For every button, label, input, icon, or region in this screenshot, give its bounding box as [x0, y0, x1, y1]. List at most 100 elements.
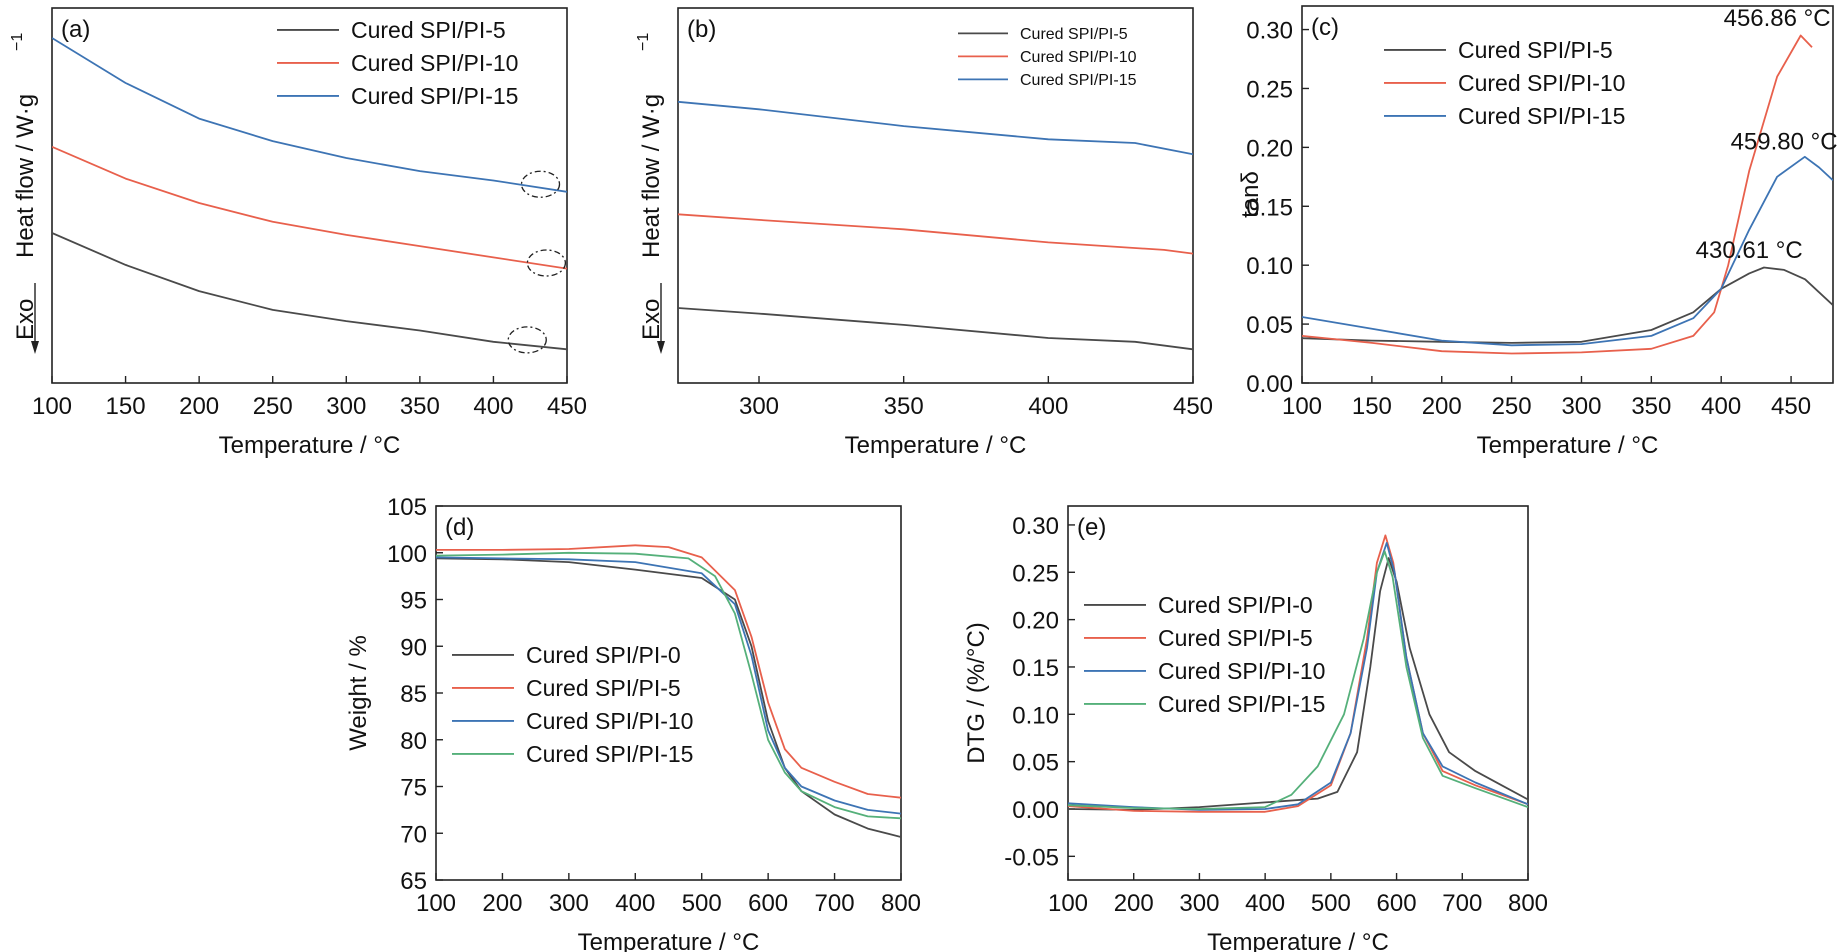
- exo-arrow-head: [657, 341, 665, 354]
- series-line-cured-spi-pi-0: [1068, 557, 1528, 811]
- series-line-cured-spi-pi-5: [1302, 266, 1833, 344]
- x-tick-label: 300: [326, 393, 366, 420]
- x-tick-label: 100: [1048, 890, 1088, 917]
- series-line-cured-spi-pi-5: [52, 232, 567, 351]
- legend-label: Cured SPI/PI-10: [1020, 49, 1137, 66]
- y-axis-label: Heat flow / W·g: [12, 94, 39, 258]
- series-group: [1068, 534, 1528, 813]
- y-tick-label: -0.05: [1004, 844, 1059, 871]
- y-tick-label: 0.20: [1246, 135, 1293, 162]
- series-line-cured-spi-pi-10: [1068, 542, 1528, 811]
- x-tick-label: 400: [1245, 890, 1285, 917]
- x-tick-label: 400: [1701, 393, 1741, 420]
- y-tick-label: 0.00: [1246, 371, 1293, 398]
- legend: Cured SPI/PI-0 Cured SPI/PI-5 Cured SPI/PI…: [452, 642, 693, 767]
- x-tick-label: 400: [615, 890, 655, 917]
- x-axis-label: Temperature / °C: [1477, 432, 1659, 459]
- y-tick-label: 0.05: [1246, 312, 1293, 339]
- x-tick-label: 350: [884, 393, 924, 420]
- series-line-cured-spi-pi-10: [1302, 34, 1813, 355]
- panel-label: (b): [687, 16, 716, 43]
- legend-label: Cured SPI/PI-15: [1020, 72, 1137, 89]
- y-tick-label: 0.05: [1012, 750, 1059, 777]
- panel-label: (d): [445, 514, 474, 541]
- y-tick-label: 0.20: [1012, 608, 1059, 635]
- x-axis-label: Temperature / °C: [578, 929, 760, 952]
- x-tick-label: 450: [547, 393, 587, 420]
- y-tick-label: 95: [400, 588, 427, 615]
- y-axis-label-superscript: −1: [9, 33, 26, 51]
- legend-label: Cured SPI/PI-10: [1458, 70, 1625, 96]
- panel-label: (a): [61, 16, 90, 43]
- series-line-cured-spi-pi-15: [436, 551, 901, 820]
- exo-arrow-head: [31, 341, 39, 354]
- chart-panel-b: 300 350 400 450 Temperature / °C Heat flow / …: [635, 7, 1213, 459]
- x-tick-label: 800: [881, 890, 921, 917]
- y-tick-label: 90: [400, 634, 427, 661]
- x-tick-label: 400: [1028, 393, 1068, 420]
- y-axis-label-group: Heat flow / W·g −1: [9, 33, 39, 258]
- series-line-cured-spi-pi-10: [678, 213, 1193, 255]
- y-tick-label: 85: [400, 681, 427, 708]
- x-tick-label: 800: [1508, 890, 1548, 917]
- y-axis-label: tanδ: [1237, 171, 1264, 218]
- legend-label: Cured SPI/PI-15: [526, 741, 693, 767]
- x-tick-label: 300: [1561, 393, 1601, 420]
- x-tick-label: 400: [473, 393, 513, 420]
- chart-panel-e: 100 200 300 400 500 600 700 800 Temperature / °C…: [963, 505, 1548, 952]
- legend-label: Cured SPI/PI-5: [1158, 625, 1313, 651]
- y-tick-label: 80: [400, 728, 427, 755]
- series-line-cured-spi-pi-10: [436, 556, 901, 815]
- x-tick-label: 150: [1352, 393, 1392, 420]
- x-tick-label: 250: [253, 393, 293, 420]
- x-tick-label: 100: [32, 393, 72, 420]
- legend-label: Cured SPI/PI-15: [1458, 103, 1625, 129]
- dashed-ellipse-marker: [520, 170, 561, 198]
- series-line-cured-spi-pi-0: [436, 557, 901, 838]
- y-tick-label: 65: [400, 868, 427, 895]
- y-tick-label: 0.25: [1012, 560, 1059, 587]
- chart-panel-c: 100 150 200 250 300 350 400 450 Temperature / °C…: [1237, 5, 1838, 459]
- x-tick-label: 100: [416, 890, 456, 917]
- series-group: [1302, 34, 1833, 355]
- legend-label: Cured SPI/PI-15: [1158, 691, 1325, 717]
- x-tick-label: 600: [1377, 890, 1417, 917]
- peak-annotation: 456.86 °C: [1724, 5, 1831, 32]
- y-tick-label: 0.30: [1012, 513, 1059, 540]
- plot-frame: [1067, 505, 1529, 881]
- x-tick-label: 200: [179, 393, 219, 420]
- x-tick-label: 450: [1771, 393, 1811, 420]
- x-tick-label: 350: [1631, 393, 1671, 420]
- plot-frame: [677, 7, 1194, 384]
- legend: Cured SPI/PI-5 Cured SPI/PI-10 Cured SPI/P…: [958, 26, 1137, 89]
- x-tick-label: 150: [106, 393, 146, 420]
- legend-label: Cured SPI/PI-0: [1158, 592, 1313, 618]
- series-line-cured-spi-pi-5: [678, 307, 1193, 351]
- y-axis-label: DTG / (%/°C): [963, 622, 990, 764]
- legend-label: Cured SPI/PI-5: [351, 17, 506, 43]
- x-tick-label: 450: [1173, 393, 1213, 420]
- y-tick-label: 0.15: [1246, 194, 1293, 221]
- plot-frame: [51, 7, 568, 384]
- legend-label: Cured SPI/PI-10: [351, 50, 518, 76]
- series-line-cured-spi-pi-5: [436, 544, 901, 799]
- series-group: [678, 100, 1193, 351]
- legend-label: Cured SPI/PI-0: [526, 642, 681, 668]
- x-tick-label: 100: [1282, 393, 1322, 420]
- legend-label: Cured SPI/PI-10: [1158, 658, 1325, 684]
- series-line-cured-spi-pi-15: [1068, 550, 1528, 810]
- plot-frame: [1301, 5, 1834, 384]
- legend-label: Cured SPI/PI-5: [526, 675, 681, 701]
- y-tick-label: 75: [400, 775, 427, 802]
- panel-label: (e): [1077, 514, 1106, 541]
- y-tick-label: 0.10: [1246, 253, 1293, 280]
- series-line-cured-spi-pi-10: [52, 145, 567, 270]
- peak-annotation: 430.61 °C: [1696, 237, 1803, 264]
- legend-label: Cured SPI/PI-10: [526, 708, 693, 734]
- y-tick-label: 0.25: [1246, 76, 1293, 103]
- chart-panel-a: 100 150 200 250 300 350 400 450 Temperature / °C…: [9, 7, 587, 459]
- y-axis-label: Heat flow / W·g: [638, 94, 665, 258]
- y-tick-label: 0.30: [1246, 18, 1293, 45]
- x-axis-label: Temperature / °C: [1207, 929, 1389, 952]
